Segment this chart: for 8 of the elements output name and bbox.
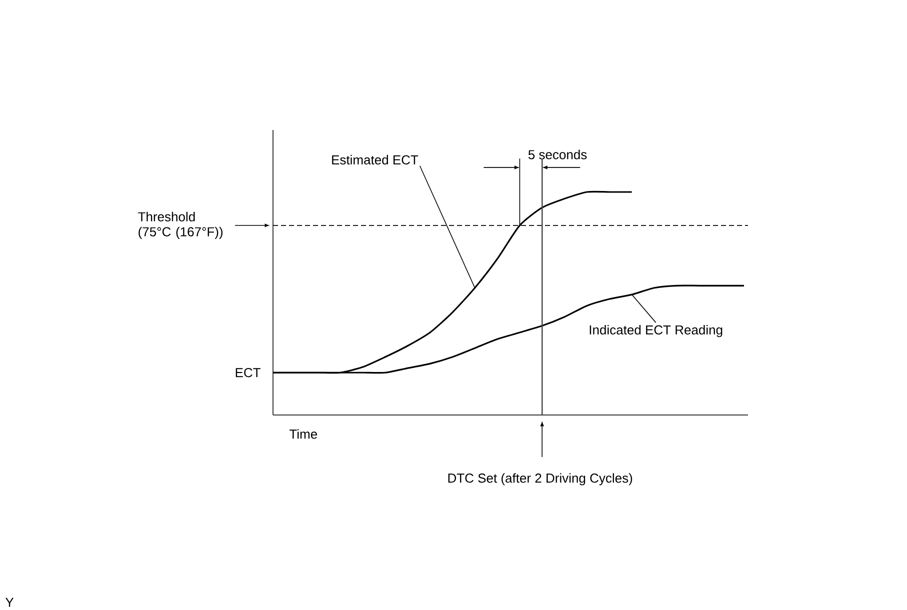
- series-label: Indicated ECT Reading: [590, 324, 722, 338]
- ref-line-label: Threshold (75°C (167°F)): [138, 212, 223, 239]
- text: Estimated ECT: [332, 154, 418, 164]
- x-axis-title: Time: [290, 429, 318, 439]
- y-axis-title: ECT: [236, 368, 260, 378]
- text: DTC Set (after 2 Driving Cycles): [448, 473, 632, 486]
- text: 5 seconds: [528, 150, 587, 160]
- text: Y: [5, 598, 14, 607]
